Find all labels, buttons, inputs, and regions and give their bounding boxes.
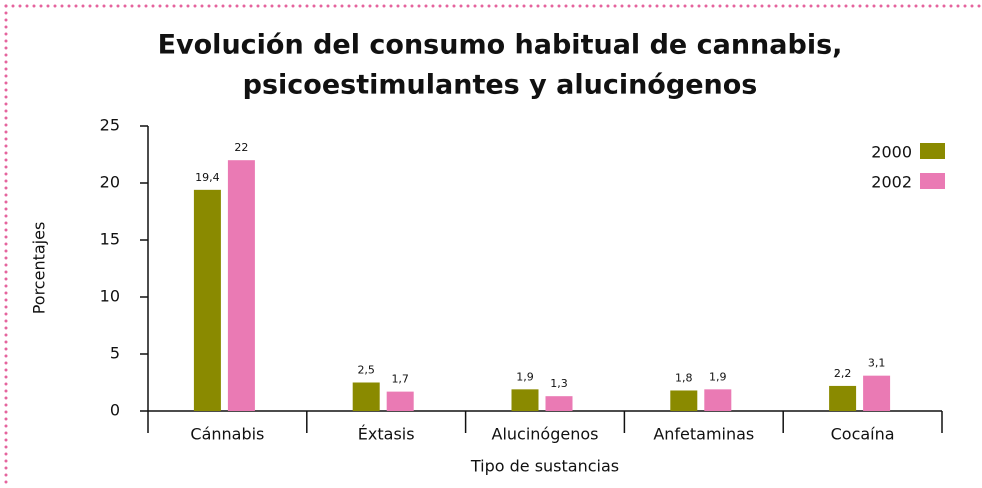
- bar: [511, 389, 539, 411]
- x-tick-label: Cocaína: [831, 425, 895, 444]
- legend-label: 2002: [871, 173, 912, 192]
- value-label: 1,7: [391, 373, 409, 386]
- y-tick-label: 25: [100, 116, 120, 135]
- value-label: 2,5: [357, 364, 375, 377]
- bar: [227, 160, 255, 411]
- y-tick-label: 20: [100, 173, 120, 192]
- legend-swatch: [920, 173, 945, 189]
- value-label: 19,4: [195, 171, 220, 184]
- value-label: 3,1: [868, 357, 886, 370]
- y-tick-label: 10: [100, 287, 120, 306]
- bar: [386, 391, 414, 411]
- bar: [829, 385, 857, 411]
- y-tick-label: 5: [110, 344, 120, 363]
- x-tick-label: Cánnabis: [190, 425, 264, 444]
- bar: [670, 390, 698, 411]
- legend-label: 2000: [871, 143, 912, 162]
- chart-title: Evolución del consumo habitual de cannab…: [158, 30, 843, 61]
- value-label: 2,2: [834, 367, 852, 380]
- x-tick-label: Éxtasis: [358, 425, 415, 444]
- bar: [352, 382, 380, 411]
- value-label: 1,3: [550, 377, 568, 390]
- y-tick-label: 15: [100, 230, 120, 249]
- value-label: 1,9: [516, 370, 534, 383]
- bar: [863, 375, 891, 411]
- bar: [193, 189, 221, 411]
- y-axis-label: Porcentajes: [30, 222, 49, 315]
- bar: [545, 396, 573, 411]
- legend-swatch: [920, 143, 945, 159]
- bar: [704, 389, 732, 411]
- chart-title: psicoestimulantes y alucinógenos: [243, 70, 758, 101]
- y-tick-label: 0: [110, 401, 120, 420]
- value-label: 1,8: [675, 371, 693, 384]
- x-axis-label: Tipo de sustancias: [470, 457, 619, 476]
- value-label: 22: [234, 141, 248, 154]
- value-label: 1,9: [709, 370, 727, 383]
- x-tick-label: Anfetaminas: [653, 425, 754, 444]
- x-tick-label: Alucinógenos: [492, 425, 599, 444]
